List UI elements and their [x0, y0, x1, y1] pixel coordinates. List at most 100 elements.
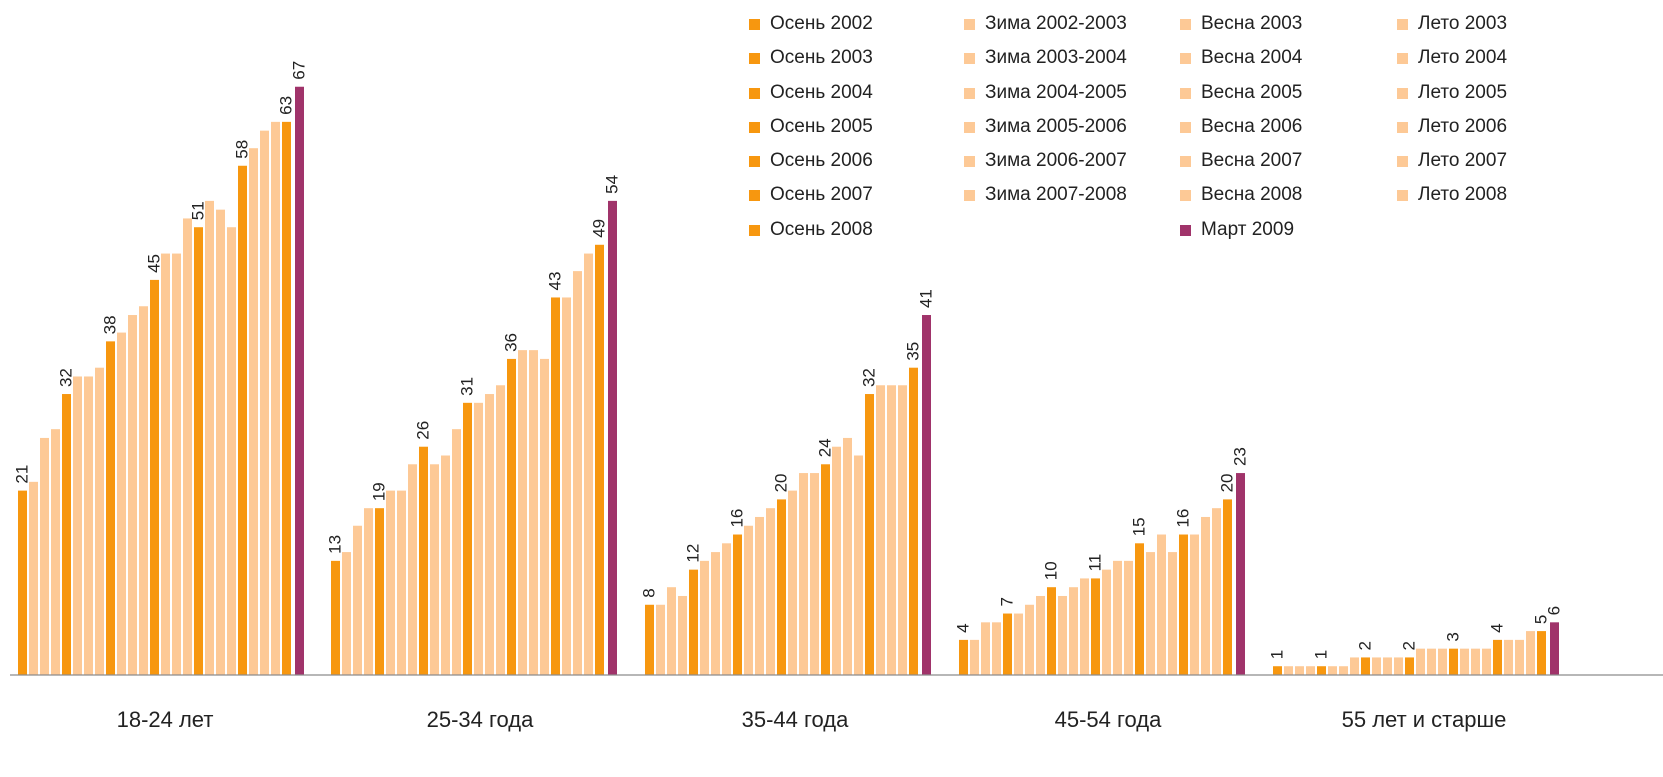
legend-item: Зима 2005-2006 [964, 115, 1127, 139]
bar-5-13 [1405, 657, 1414, 675]
legend-label: Зима 2002-2003 [985, 13, 1127, 34]
legend-item: Весна 2004 [1180, 46, 1302, 70]
bar-5-6 [1328, 666, 1337, 675]
legend-item: Лето 2003 [1397, 12, 1507, 36]
legend-label: Зима 2004-2005 [985, 82, 1127, 103]
bar-3-19 [843, 437, 852, 675]
legend-swatch [749, 52, 760, 64]
category-label-1: 18-24 лет [117, 707, 214, 732]
legend-label: Лето 2005 [1418, 82, 1508, 103]
bar-4-6 [1014, 613, 1023, 675]
bar-5-8 [1350, 657, 1359, 675]
data-label-2-13: 31 [458, 377, 477, 396]
legend-item: Осень 2002 [749, 12, 873, 36]
bar-1-25 [282, 121, 291, 676]
bar-2-14 [474, 402, 483, 675]
category-label-2: 25-34 года [427, 707, 535, 732]
bar-4-21 [1179, 534, 1188, 675]
legend-item: Зима 2007-2008 [964, 183, 1127, 207]
bar-4-20 [1168, 552, 1177, 675]
bar-4-8 [1036, 595, 1045, 675]
data-label-1-1: 21 [13, 465, 32, 484]
bar-1-5 [62, 394, 71, 675]
legend-label: Весна 2005 [1201, 82, 1303, 103]
bar-4-5 [1003, 613, 1012, 675]
data-label-1-17: 51 [189, 201, 208, 220]
bar-2-18 [518, 350, 527, 675]
legend-item: Осень 2003 [749, 46, 873, 70]
bar-2-21 [551, 297, 560, 675]
bar-3-8 [722, 543, 731, 675]
bar-5-24 [1526, 631, 1535, 675]
legend-swatch [1180, 121, 1191, 133]
legend-swatch [749, 189, 760, 201]
data-label-2-5: 19 [370, 482, 389, 501]
bar-2-26 [608, 200, 617, 675]
data-label-1-25: 63 [277, 96, 296, 115]
bar-2-24 [584, 253, 593, 675]
legend-item: Зима 2003-2004 [964, 46, 1127, 70]
legend-label: Лето 2006 [1418, 116, 1508, 137]
legend-item: Зима 2006-2007 [964, 149, 1127, 173]
bar-1-10 [117, 332, 126, 675]
bar-4-9 [1047, 587, 1056, 675]
bar-5-11 [1383, 657, 1392, 675]
bar-2-4 [364, 508, 373, 675]
legend-swatch [1397, 189, 1408, 201]
bar-2-10 [430, 464, 439, 675]
data-label-2-17: 36 [502, 333, 521, 352]
bar-5-9 [1361, 657, 1370, 675]
bar-4-22 [1190, 534, 1199, 675]
data-label-3-9: 16 [728, 509, 747, 528]
legend-label: Осень 2005 [770, 116, 873, 137]
category-labels-layer: 18-24 лет 25-34 года 35-44 года 45-54 года 5… [117, 707, 1507, 732]
legend-item: Осень 2008 [749, 218, 873, 242]
legend-item: Осень 2005 [749, 115, 873, 139]
bar-2-6 [386, 490, 395, 675]
bar-2-12 [452, 429, 461, 675]
bar-3-5 [689, 569, 698, 675]
data-label-5-13: 2 [1400, 641, 1419, 650]
data-label-5-26: 6 [1545, 606, 1564, 615]
bar-4-3 [981, 622, 990, 675]
legend-swatch [964, 18, 975, 30]
legend-label: Зима 2005-2006 [985, 116, 1127, 137]
data-label-4-25: 20 [1218, 473, 1237, 492]
bar-3-24 [898, 385, 907, 675]
bar-1-4 [51, 429, 60, 675]
data-label-1-5: 32 [57, 368, 76, 387]
bar-1-7 [84, 376, 93, 675]
data-label-3-21: 32 [860, 368, 879, 387]
bar-2-11 [441, 455, 450, 675]
bar-1-13 [150, 279, 159, 675]
bar-3-12 [766, 508, 775, 675]
legend-swatch [1180, 18, 1191, 30]
legend-label: Весна 2006 [1201, 116, 1303, 137]
bar-3-1 [645, 604, 654, 675]
bar-2-16 [496, 385, 505, 675]
bar-1-15 [172, 253, 181, 675]
bar-5-22 [1504, 639, 1513, 675]
category-label-5: 55 лет и старше [1342, 707, 1507, 732]
bar-5-3 [1295, 666, 1304, 675]
bar-1-3 [40, 437, 49, 675]
legend-item: Лето 2005 [1397, 81, 1507, 105]
bar-2-8 [408, 464, 417, 675]
legend-item: Лето 2006 [1397, 115, 1507, 139]
data-label-3-26: 41 [917, 289, 936, 308]
bar-5-23 [1515, 639, 1524, 675]
bar-3-22 [876, 385, 885, 675]
bar-5-10 [1372, 657, 1381, 675]
legend-label: Весна 2007 [1201, 150, 1303, 171]
bar-3-26 [922, 315, 931, 675]
legend-label: Осень 2004 [770, 82, 873, 103]
bars-layer [18, 86, 1559, 676]
bar-2-7 [397, 490, 406, 675]
legend-label: Весна 2003 [1201, 13, 1303, 34]
legend-swatch [1180, 224, 1191, 236]
bar-5-25 [1537, 631, 1546, 675]
bar-2-2 [342, 552, 351, 675]
bar-2-23 [573, 271, 582, 675]
bar-4-25 [1223, 499, 1232, 675]
legend-swatch [964, 121, 975, 133]
